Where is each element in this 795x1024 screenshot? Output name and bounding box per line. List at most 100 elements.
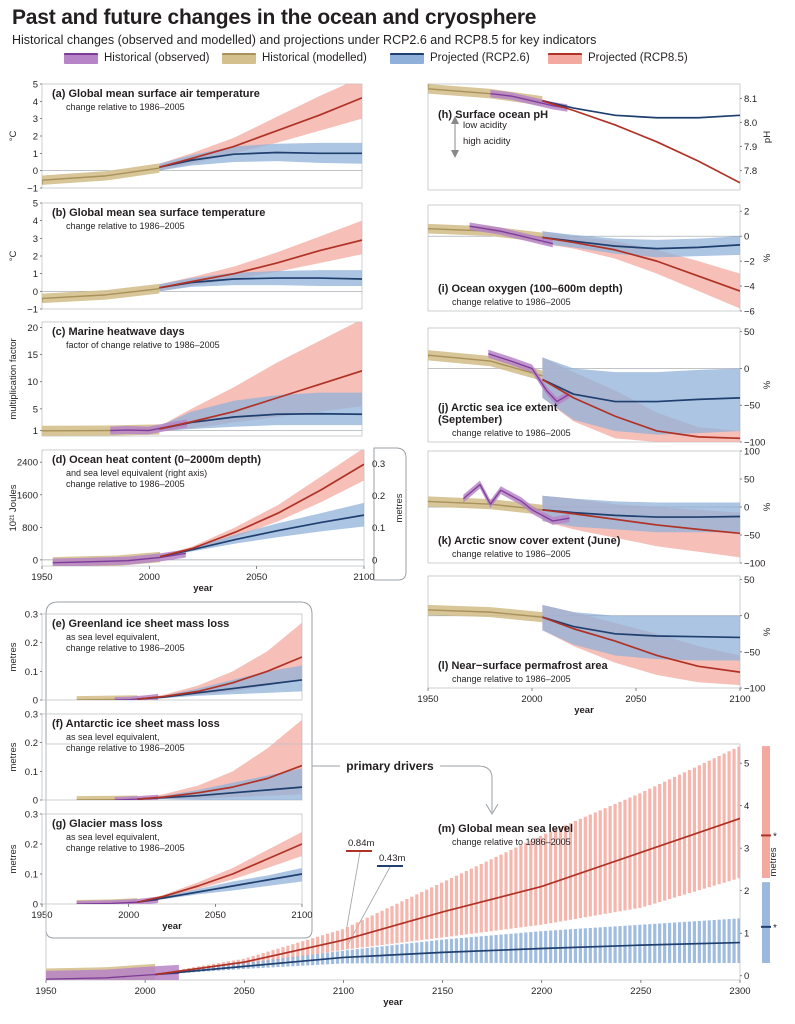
uncertainty-bar xyxy=(707,920,711,963)
x-tick-label: 2000 xyxy=(135,986,156,997)
y-tick-label: 3 xyxy=(33,114,38,125)
uncertainty-bar xyxy=(668,779,672,900)
x-tick-label: 2000 xyxy=(118,910,139,921)
rcp26-line xyxy=(137,873,302,904)
uncertainty-bar xyxy=(628,797,632,910)
uncertainty-bar xyxy=(529,840,533,927)
uncertainty-bar xyxy=(613,926,617,963)
uncertainty-bar xyxy=(494,856,498,931)
uncertainty-bar xyxy=(479,936,483,963)
uncertainty-bar xyxy=(534,838,538,926)
rcp85-range-bar xyxy=(762,746,770,878)
y-tick-label: 0 xyxy=(33,166,38,177)
y-tick-label: 2 xyxy=(744,886,749,897)
uncertainty-bar xyxy=(653,786,657,904)
data-layer xyxy=(46,746,740,980)
modelled-line xyxy=(42,287,160,302)
rcp26-line xyxy=(159,151,362,169)
y-tick-label: 0 xyxy=(744,503,749,514)
uncertainty-bar xyxy=(410,896,414,942)
uncertainty-bar xyxy=(658,923,662,963)
x-tick-label: 2300 xyxy=(729,986,750,997)
data-layer xyxy=(42,84,362,188)
y-tick-label: −100 xyxy=(744,559,765,570)
right-tick-label: 0.3 xyxy=(372,459,385,470)
uncertainty-bar xyxy=(593,927,597,963)
y-tick-label: 3 xyxy=(33,234,38,245)
data-layer xyxy=(428,349,740,442)
legend-label: Projected (RCP2.6) xyxy=(430,52,530,64)
uncertainty-bar xyxy=(529,932,533,963)
legend-swatch xyxy=(548,52,582,64)
uncertainty-bar xyxy=(608,806,612,913)
uncertainty-bar xyxy=(464,937,468,963)
modelled-band xyxy=(428,604,543,623)
y-tick-label: 8.1 xyxy=(744,94,757,105)
primary-drivers-label: primary drivers xyxy=(346,759,434,773)
observed-band xyxy=(110,419,188,435)
legend-projected-rcp26: Projected (RCP2.6) xyxy=(390,52,530,64)
uncertainty-bar xyxy=(578,928,582,963)
panel-title: (l) Near−surface permafrost area xyxy=(438,660,609,672)
uncertainty-bar xyxy=(509,849,513,929)
uncertainty-bar xyxy=(430,887,434,939)
uncertainty-bar xyxy=(474,936,478,963)
uncertainty-bar xyxy=(524,842,528,927)
uncertainty-bar xyxy=(573,820,578,919)
panel-e: 0 0.1 0.2 0.3 metres (e) Greenland ice sheet … xyxy=(8,610,303,707)
x-axis-label: year xyxy=(383,997,403,1008)
uncertainty-bar xyxy=(400,901,404,943)
y-tick-label: 1 xyxy=(744,929,749,940)
rcp85-line xyxy=(542,616,740,673)
uncertainty-bar xyxy=(618,926,622,963)
legend-label: Projected (RCP8.5) xyxy=(588,52,688,64)
panel-title: (k) Arctic snow cover extent (June) xyxy=(438,535,621,547)
annotation-084-text: 0.84m xyxy=(348,838,374,849)
data-layer xyxy=(42,322,362,436)
y-tick-label: 0 xyxy=(33,796,38,807)
y-axis-label-right: % xyxy=(762,502,773,511)
uncertainty-bar xyxy=(573,928,578,963)
uncertainty-bar xyxy=(672,776,677,898)
rcp85-line xyxy=(542,508,740,535)
uncertainty-bar xyxy=(558,929,563,963)
rcp85-band xyxy=(137,832,302,903)
rcp85-line xyxy=(159,463,364,558)
panel-frame xyxy=(427,83,741,191)
observed-line xyxy=(488,353,570,403)
connector-frame xyxy=(45,447,499,939)
low-acidity-label: low acidity xyxy=(463,120,507,131)
panel-k: −100 −50 0 50 100% (k) Arctic snow cover exte… xyxy=(427,447,773,570)
legend: Historical (observed) Historical (modell… xyxy=(0,50,795,70)
uncertainty-bar xyxy=(722,753,726,883)
y-tick-label: 1600 xyxy=(17,490,38,501)
y-tick-label: 50 xyxy=(744,327,755,338)
modelled-line xyxy=(428,354,543,377)
y-tick-label: 50 xyxy=(744,475,755,486)
rcp85-line xyxy=(542,100,740,184)
page-subtitle: Historical changes (observed and modelle… xyxy=(12,33,597,47)
uncertainty-bar xyxy=(435,885,439,939)
uncertainty-bar xyxy=(430,940,434,964)
observed-band xyxy=(469,222,553,248)
y-tick-label: 2 xyxy=(33,252,38,263)
uncertainty-bar xyxy=(524,932,528,963)
observed-band xyxy=(463,480,570,525)
panel-title: (i) Ocean oxygen (100–600m depth) xyxy=(438,283,623,295)
uncertainty-bar xyxy=(420,892,424,941)
y-tick-label: 0.2 xyxy=(25,840,38,851)
data-layer xyxy=(42,220,362,307)
rcp85-line xyxy=(541,378,740,440)
uncertainty-bar xyxy=(415,942,419,964)
uncertainty-bar xyxy=(603,927,607,963)
uncertainty-bar xyxy=(702,762,706,889)
data-layer xyxy=(428,604,740,686)
panel-subtitle: as sea level equivalent, xyxy=(66,832,160,842)
uncertainty-bar xyxy=(648,788,652,906)
x-tick-label: 1950 xyxy=(31,572,52,583)
y-tick-label: 800 xyxy=(22,523,38,534)
uncertainty-bar xyxy=(489,935,493,963)
uncertainty-bar xyxy=(494,935,498,963)
x-tick-label: 2100 xyxy=(729,694,750,705)
panel-subtitle: change relative to 1986–2005 xyxy=(66,843,185,853)
